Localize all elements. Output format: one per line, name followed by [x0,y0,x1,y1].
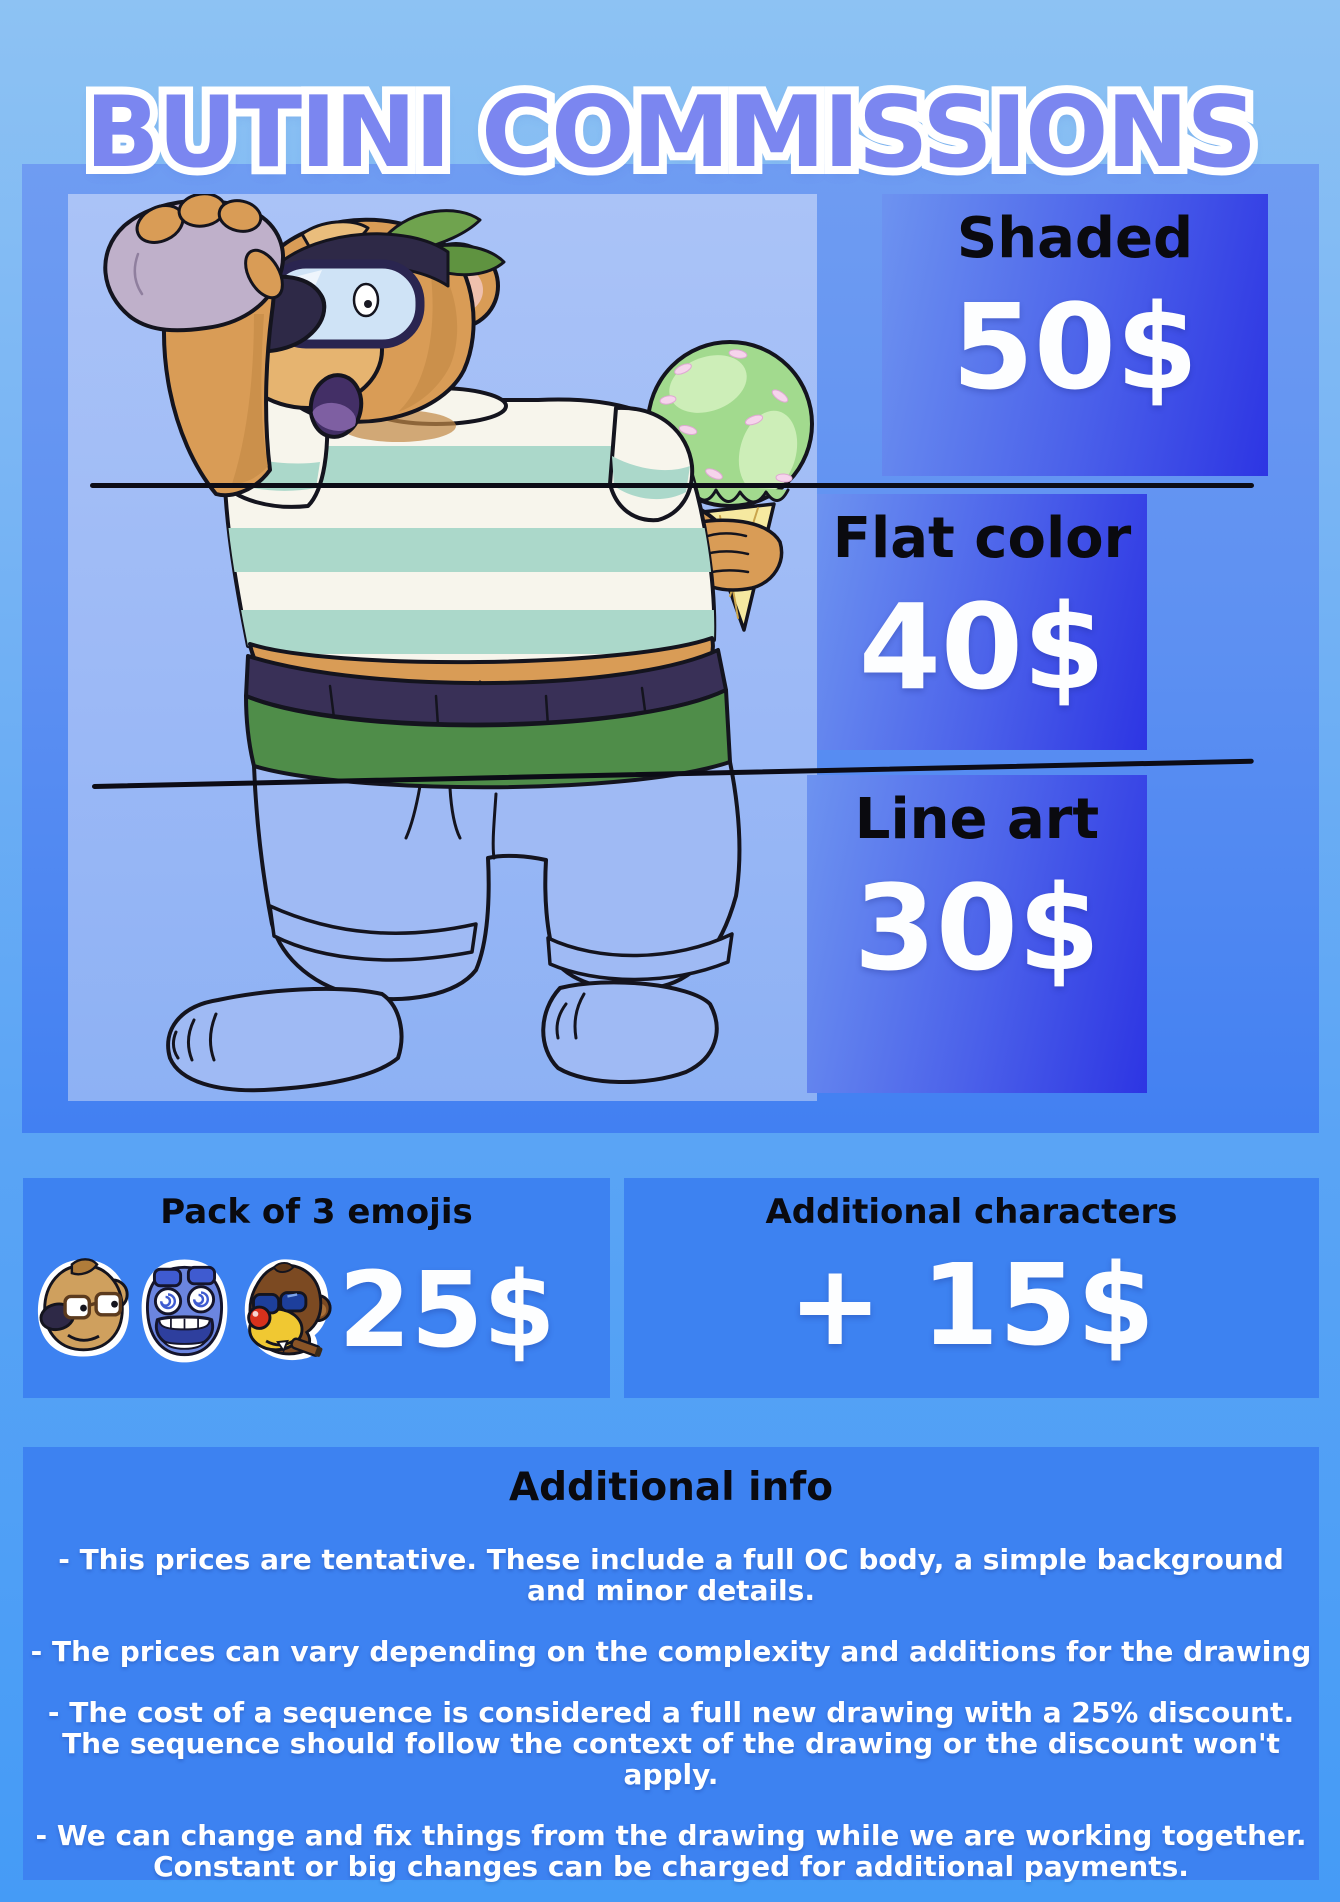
info-bullet: - We can change and fix things from the … [35,1819,1307,1883]
tier-flat-color-label: Flat color [832,506,1132,571]
dizzy-blue-emoji [141,1259,228,1363]
tier-line-art-price: 30$ [853,859,1101,997]
page-title-text: BUTINI COMMISSIONS [85,76,1257,190]
tier-divider-line-1 [90,483,1254,488]
emoji-pack-title: Pack of 3 emojis [160,1192,473,1232]
bear-raised-arm [103,194,285,498]
tier-line-art: Line art 30$ [807,775,1147,1093]
tier-flat-color-price: 40$ [858,578,1106,716]
additional-characters-title: Additional characters [765,1192,1178,1232]
tier-shaded: Shaded 50$ [882,194,1268,476]
bear-glasses-emoji [37,1258,130,1357]
bear-pants-lineart [166,760,742,1093]
info-bullet: - The cost of a sequence is considered a… [47,1696,1295,1791]
bear-torso [220,386,717,667]
info-bullet: - The prices can vary depending on the c… [30,1635,1312,1668]
additional-characters-price: + 15$ [788,1241,1155,1371]
tier-flat-color: Flat color 40$ [817,494,1147,750]
tier-shaded-price: 50$ [951,278,1199,416]
page-title: BUTINI COMMISSIONS [0,76,1340,190]
additional-info-title: Additional info [508,1465,834,1510]
tier-line-art-label: Line art [854,787,1100,852]
price-sheet-panel: Shaded 50$ Flat color 40$ Line art 30$ [22,164,1319,1133]
open-mouth [308,373,364,439]
emoji-row: 25$ [23,1232,610,1382]
info-bullet: - This prices are tentative. These inclu… [58,1543,1284,1607]
monkey-shades-emoji [244,1259,332,1361]
additional-info-card: Additional info - This prices are tentat… [23,1447,1319,1882]
bear-character-art [103,194,814,1093]
emoji-pack-card: Pack of 3 emojis [23,1178,610,1398]
tier-shaded-label: Shaded [956,206,1194,271]
bear-waist [244,636,732,797]
character-illustration [68,194,817,1101]
emoji-pack-price: 25$ [338,1249,556,1371]
additional-characters-card: Additional characters + 15$ [624,1178,1319,1398]
additional-info-bullets: - This prices are tentative. These inclu… [23,1544,1319,1882]
